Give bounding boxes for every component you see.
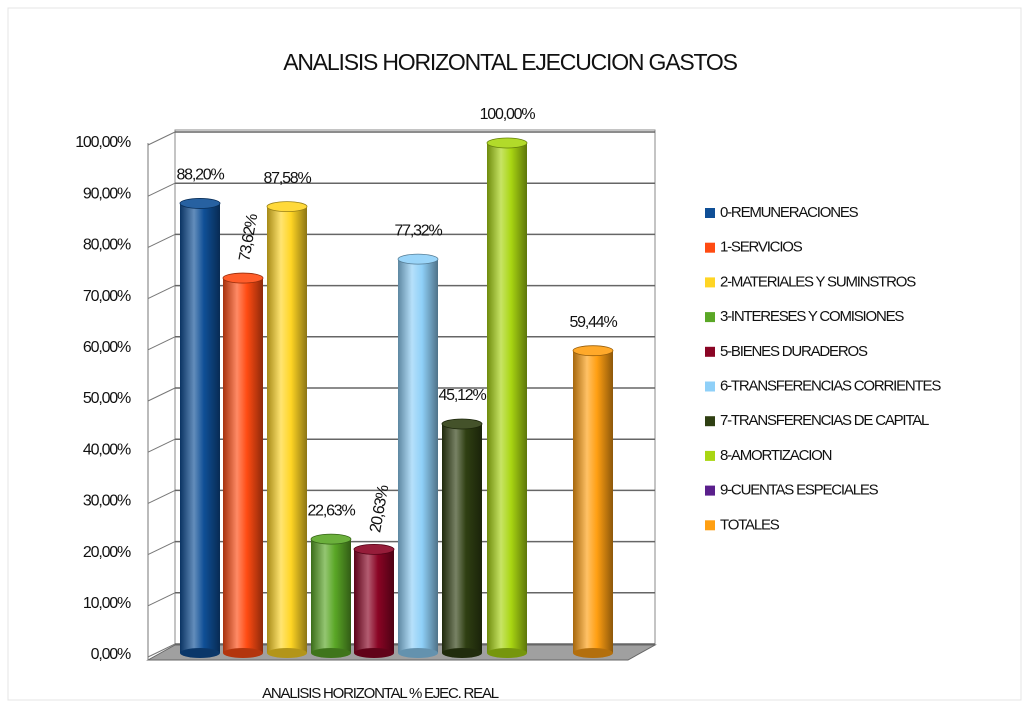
y-tick-label: 80,00% — [83, 237, 131, 254]
bar — [354, 549, 394, 653]
bar-base — [223, 648, 263, 658]
bar-top — [179, 198, 221, 209]
bar — [267, 206, 307, 653]
chart-title: ANALISIS HORIZONTAL EJECUCION GASTOS — [283, 49, 737, 75]
legend-label: TOTALES — [720, 516, 780, 533]
legend-label: 8-AMORTIZACION — [720, 447, 832, 464]
bar — [573, 350, 613, 653]
legend-label: 3-INTERESES Y COMISIONES — [720, 308, 904, 325]
bar — [223, 278, 263, 653]
legend-swatch — [705, 416, 715, 427]
bar — [398, 259, 438, 653]
data-label: 77,32% — [394, 222, 442, 239]
data-label: 100,00% — [480, 106, 536, 123]
data-label: 88,20% — [176, 167, 224, 184]
legend-label: 9-CUENTAS ESPECIALES — [720, 482, 879, 499]
y-tick-label: 10,00% — [83, 595, 131, 612]
tick-mark — [147, 643, 176, 658]
y-tick-label: 30,00% — [83, 493, 131, 510]
legend-label: 6-TRANSFERENCIAS CORRIENTES — [720, 377, 941, 394]
bar-base — [573, 648, 613, 658]
y-tick-label: 50,00% — [83, 390, 131, 407]
legend-label: 2-MATERIALES Y SUMINSTROS — [720, 273, 916, 290]
bar-base — [487, 648, 527, 658]
x-axis-label: ANALISIS HORIZONTAL % EJEC. REAL — [262, 685, 499, 702]
bar — [487, 143, 527, 653]
bar — [180, 203, 220, 653]
data-label: 59,44% — [569, 314, 617, 331]
bar-base — [180, 648, 220, 658]
tick-mark — [147, 489, 176, 504]
y-tick-label: 0,00% — [91, 646, 131, 663]
legend-swatch — [705, 381, 715, 392]
tick-mark — [147, 131, 176, 146]
legend-swatch — [705, 277, 715, 288]
y-tick-label: 90,00% — [83, 185, 131, 202]
bar-top — [572, 345, 614, 357]
legend-swatch — [705, 242, 715, 253]
y-tick-label: 60,00% — [83, 339, 131, 356]
tick-mark — [147, 541, 176, 556]
bar-top — [266, 201, 308, 212]
y-tick-label: 20,00% — [83, 544, 131, 561]
tick-mark — [147, 387, 176, 402]
y-tick-label: 100,00% — [75, 134, 131, 151]
bar-base — [354, 648, 394, 658]
legend-swatch — [705, 520, 715, 531]
y-tick-label: 70,00% — [83, 288, 131, 305]
data-label: 22,63% — [307, 502, 355, 519]
bar-base — [442, 648, 482, 658]
bar — [311, 539, 351, 653]
bar-top — [353, 543, 395, 555]
legend-swatch — [705, 208, 715, 218]
y-tick-label: 40,00% — [83, 441, 131, 458]
legend-swatch — [705, 346, 715, 357]
legend-swatch — [705, 312, 715, 323]
legend-label: 7-TRANSFERENCIAS DE CAPITAL — [720, 412, 929, 429]
legend-label: 1-SERVICIOS — [720, 239, 803, 256]
legend-swatch — [705, 450, 715, 461]
legend-label: 5-BIENES DURADEROS — [720, 343, 868, 360]
bar-base — [311, 648, 351, 658]
bar — [442, 423, 482, 653]
tick-mark — [147, 336, 176, 351]
bar-top — [441, 418, 483, 430]
bar-top — [397, 253, 439, 265]
tick-mark — [147, 285, 176, 300]
tick-mark — [147, 438, 176, 453]
tick-mark — [147, 233, 176, 248]
bar-top — [486, 137, 528, 149]
data-label: 87,58% — [263, 170, 311, 187]
legend-swatch — [705, 485, 715, 496]
tick-mark — [147, 592, 176, 607]
data-label: 45,12% — [438, 387, 486, 404]
tick-mark — [147, 182, 176, 197]
bar-base — [398, 648, 438, 658]
bar-base — [267, 648, 307, 658]
legend-label: 0-REMUNERACIONES — [720, 204, 859, 221]
bar-top — [310, 533, 352, 545]
bar-top — [222, 272, 264, 284]
